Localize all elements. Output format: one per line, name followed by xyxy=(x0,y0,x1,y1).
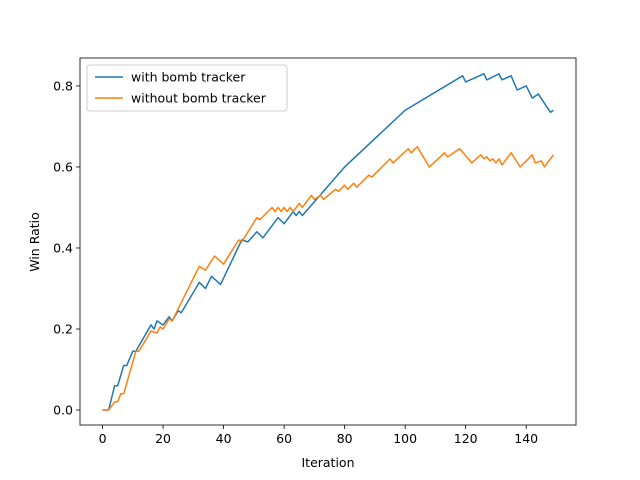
legend-label: with bomb tracker xyxy=(131,70,246,85)
y-tick-label: 0.6 xyxy=(53,159,73,174)
axes-frame xyxy=(79,57,577,426)
x-tick-label: 140 xyxy=(514,431,538,446)
y-axis-label: Win Ratio xyxy=(27,212,42,272)
x-tick-label: 0 xyxy=(99,431,107,446)
x-tick-label: 40 xyxy=(216,431,232,446)
y-tick-label: 0.4 xyxy=(53,240,73,255)
y-tick-label: 0.8 xyxy=(53,78,73,93)
y-tick-label: 0.0 xyxy=(53,403,73,418)
x-tick-label: 100 xyxy=(393,431,417,446)
legend-box xyxy=(86,64,288,112)
line-series xyxy=(102,145,555,411)
line-series xyxy=(102,73,554,411)
x-tick-label: 80 xyxy=(337,431,353,446)
legend: with bomb tracker without bomb tracker xyxy=(86,64,288,112)
x-tick-label: 60 xyxy=(276,431,292,446)
legend-label: without bomb tracker xyxy=(131,91,267,106)
x-axis-label: Iteration xyxy=(301,455,354,470)
y-tick-label: 0.2 xyxy=(53,321,73,336)
x-tick-label: 120 xyxy=(454,431,478,446)
x-tick-label: 20 xyxy=(155,431,171,446)
